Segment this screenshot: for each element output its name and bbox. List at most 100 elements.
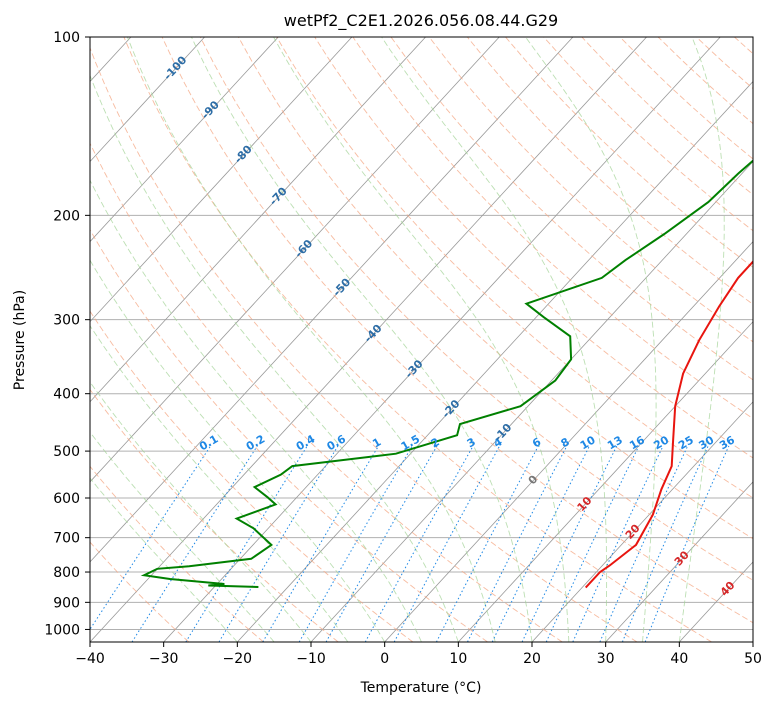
dry-adiabat <box>276 37 753 499</box>
mixing-ratio-line <box>325 445 438 642</box>
skewed-isotherm <box>752 641 753 642</box>
moist-adiabat <box>90 74 459 642</box>
mixing-ratio-label: 1.5 <box>399 432 422 453</box>
skewed-isotherm <box>237 80 753 642</box>
mixing-ratio-line <box>467 445 568 642</box>
mixing-ratio-label: 0.6 <box>325 432 349 453</box>
moist-adiabat <box>90 431 275 642</box>
moist-adiabat <box>678 37 725 642</box>
dry-adiabat <box>90 228 488 642</box>
skewed-isotherm <box>458 321 753 642</box>
mixing-ratio-line <box>644 445 730 642</box>
mixing-ratio-label: 0.2 <box>244 432 267 453</box>
mixing-ratio-line <box>185 445 308 642</box>
background-lines <box>0 37 753 642</box>
moist-adiabat <box>126 37 496 642</box>
mixing-ratio-line <box>491 445 590 642</box>
dewpoint-line <box>140 159 753 588</box>
mixing-ratio-line <box>364 445 474 642</box>
mixing-ratio-line <box>572 445 664 642</box>
dry-adiabat <box>161 37 753 624</box>
skewed-isotherm <box>605 481 753 642</box>
dry-adiabat <box>90 142 563 642</box>
dry-adiabat <box>543 37 753 232</box>
skewed-isotherm <box>384 241 753 642</box>
dry-adiabat <box>428 37 753 343</box>
y-tick-label: 800 <box>53 565 80 581</box>
y-tick-label: 900 <box>53 595 80 611</box>
moist-adiabat <box>381 37 608 642</box>
x-axis-ticks: −40 −30 −20 −10 0 10 20 30 40 50 <box>75 642 762 667</box>
skewed-isotherm <box>90 37 353 323</box>
dry-adiabat <box>466 37 753 305</box>
skewed-isotherm <box>310 160 753 642</box>
mixing-ratio-label: 25 <box>676 433 696 452</box>
y-tick-label: 200 <box>53 208 80 224</box>
skewed-isotherm <box>163 37 721 642</box>
mixing-ratio-label: 13 <box>605 433 625 452</box>
moist-adiabat <box>90 381 312 642</box>
skewed-isotherm <box>90 37 574 563</box>
dry-adiabat <box>505 37 753 268</box>
mixing-ratio-label: 10 <box>578 433 598 452</box>
skewed-isotherm <box>90 37 205 163</box>
skewed-isotherm <box>531 401 753 642</box>
x-tick-label: −30 <box>149 651 179 667</box>
y-axis-ticks: 100 200 300 400 500 600 700 800 900 1000 <box>44 30 90 638</box>
moist-adiabat <box>191 37 533 642</box>
series-layer <box>140 159 753 589</box>
y-tick-label: 400 <box>53 387 80 403</box>
mixing-ratio-line <box>90 445 212 631</box>
mixing-ratio-label: 1 <box>370 435 383 450</box>
mixing-ratio-label: 0.4 <box>294 432 318 453</box>
mixing-ratio-label: 3 <box>465 435 478 450</box>
dry-adiabat <box>90 465 264 642</box>
mixing-ratio-line <box>218 445 339 642</box>
dry-adiabat <box>695 37 753 90</box>
skewed-isotherm <box>0 37 57 642</box>
y-tick-label: 100 <box>53 30 80 46</box>
mixing-ratio-line <box>621 445 709 642</box>
mixing-ratio-line <box>262 445 380 642</box>
x-tick-label: 10 <box>449 651 467 667</box>
y-tick-label: 600 <box>53 491 80 507</box>
y-tick-label: 700 <box>53 531 80 547</box>
x-tick-label: 20 <box>523 651 541 667</box>
mixing-ratio-label: 16 <box>627 433 647 452</box>
x-tick-label: 0 <box>380 651 389 667</box>
mixing-ratio-line <box>521 445 618 642</box>
x-axis-title: Temperature (°C) <box>360 680 482 696</box>
dry-adiabat <box>123 37 712 642</box>
moist-adiabat <box>90 477 238 642</box>
mixing-ratio-label: 20 <box>651 433 671 452</box>
x-tick-label: 50 <box>744 651 762 667</box>
x-tick-label: −40 <box>75 651 105 667</box>
moist-adiabat <box>90 179 422 642</box>
x-tick-label: −20 <box>223 651 253 667</box>
skewed-isotherm <box>679 561 753 642</box>
dry-adiabat <box>314 37 753 459</box>
mixing-ratio-label: 30 <box>697 433 717 452</box>
moist-adiabat <box>90 324 349 642</box>
x-tick-label: 40 <box>670 651 688 667</box>
mixing-ratio-line <box>599 445 689 642</box>
dry-adiabat <box>657 37 753 125</box>
x-tick-label: 30 <box>597 651 615 667</box>
mixing-ratio-line <box>298 445 413 642</box>
mixing-ratio-label: 0.1 <box>197 432 220 453</box>
mixing-ratio-label: 6 <box>530 435 543 450</box>
skewed-isotherm <box>90 37 279 243</box>
y-axis-title: Pressure (hPa) <box>12 290 28 390</box>
moist-adiabat <box>525 37 657 642</box>
temperature-line <box>584 260 753 589</box>
y-tick-label: 1000 <box>44 622 80 638</box>
x-tick-label: −10 <box>296 651 326 667</box>
dry-adiabat <box>90 310 414 642</box>
y-tick-label: 300 <box>53 313 80 329</box>
plot-frame <box>89 36 754 643</box>
chart-title: wetPf2_C2E1.2026.056.08.44.G29 <box>284 11 558 31</box>
dry-adiabat <box>390 37 753 381</box>
dry-adiabat <box>238 37 753 540</box>
moist-adiabat <box>273 37 570 642</box>
